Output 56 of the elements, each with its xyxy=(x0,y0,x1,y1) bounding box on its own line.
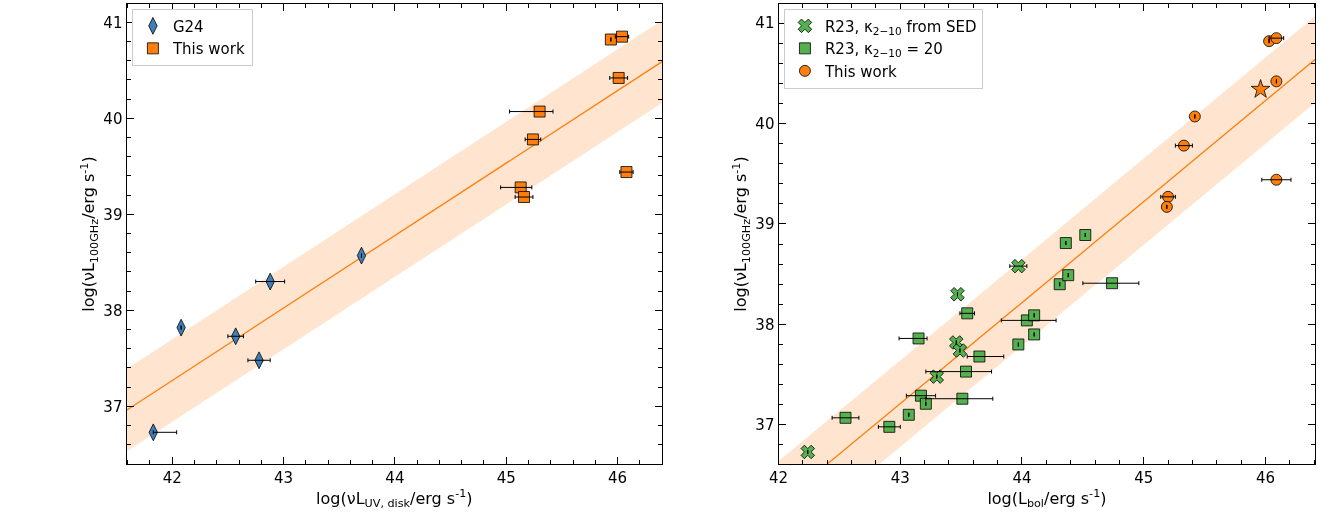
x-tick-label: 43 xyxy=(274,469,294,488)
point xyxy=(1059,237,1072,249)
legend-label: R23, κ$_{2−10}$ from SED xyxy=(824,17,977,37)
point xyxy=(1028,328,1041,341)
x-tick-label: 46 xyxy=(608,469,628,488)
point xyxy=(912,332,925,345)
x-tick-label: 43 xyxy=(890,469,910,488)
x-tick-label: 45 xyxy=(496,469,516,488)
legend-label: This work xyxy=(823,62,897,81)
legend-label: R23, κ$_{2−10}$ = 20 xyxy=(824,40,943,60)
point xyxy=(533,105,546,118)
y-tick-label: 37 xyxy=(103,397,123,416)
x-tick-label: 42 xyxy=(769,469,789,488)
legend-label: G24 xyxy=(172,17,204,36)
point xyxy=(961,307,974,320)
point xyxy=(1079,229,1092,241)
point xyxy=(1188,110,1201,123)
point xyxy=(1028,309,1041,322)
x-tick-label: 44 xyxy=(385,469,405,488)
y-tick-label: 41 xyxy=(755,14,775,33)
point xyxy=(604,33,617,46)
y-tick-label: 37 xyxy=(755,416,775,435)
point xyxy=(960,365,972,378)
y-tick-label: 41 xyxy=(103,13,123,32)
x-tick-label: 46 xyxy=(1255,469,1275,488)
point xyxy=(973,350,986,363)
y-tick-label: 38 xyxy=(755,315,775,334)
point xyxy=(1012,338,1025,351)
point xyxy=(1106,277,1118,290)
y-tick-label: 38 xyxy=(103,301,123,320)
point xyxy=(950,287,965,302)
point xyxy=(883,420,896,433)
y-tick-label: 40 xyxy=(103,109,123,128)
x-tick-label: 44 xyxy=(1012,469,1032,488)
y-tick-label: 39 xyxy=(755,215,775,234)
point xyxy=(902,408,915,421)
point xyxy=(800,444,815,460)
point xyxy=(1160,200,1173,213)
point xyxy=(1250,79,1271,98)
point xyxy=(616,30,628,43)
y-tick-label: 40 xyxy=(755,114,775,133)
point xyxy=(952,343,968,358)
point xyxy=(929,369,944,384)
point xyxy=(1270,75,1283,88)
y-tick-label: 39 xyxy=(103,205,123,224)
point xyxy=(1053,278,1066,291)
x-axis-title: log(L$_{bol}$/erg s$^{-1}$) xyxy=(987,487,1107,511)
legend-label: This work xyxy=(171,40,245,59)
point xyxy=(527,133,539,146)
x-tick-label: 45 xyxy=(1134,469,1154,488)
point xyxy=(956,392,969,405)
point xyxy=(839,411,852,424)
point xyxy=(1062,269,1075,282)
x-tick-label: 42 xyxy=(162,469,182,488)
point xyxy=(919,397,932,410)
x-axis-title: log(νL$_{UV, disk}$/erg s$^{-1}$) xyxy=(316,487,473,511)
